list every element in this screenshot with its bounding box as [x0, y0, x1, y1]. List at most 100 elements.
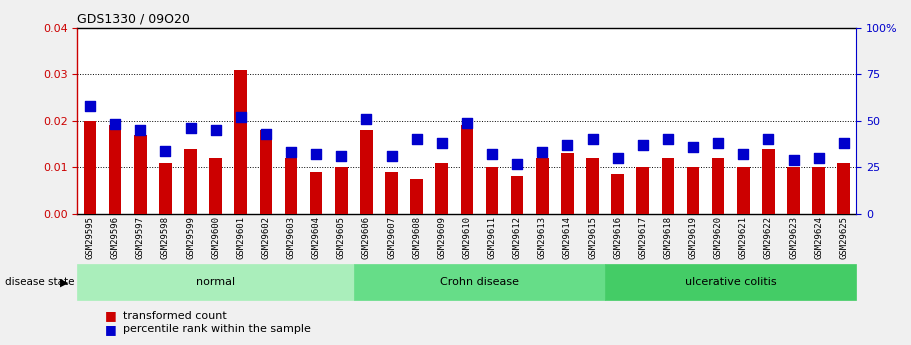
Point — [711, 140, 725, 146]
Point — [610, 155, 625, 161]
Text: GSM29624: GSM29624 — [814, 216, 824, 259]
Text: GSM29601: GSM29601 — [236, 216, 245, 259]
Text: GSM29613: GSM29613 — [537, 216, 547, 259]
Point — [107, 122, 122, 127]
Point — [233, 114, 248, 120]
Point — [409, 137, 424, 142]
Text: GSM29622: GSM29622 — [764, 216, 773, 259]
Text: GSM29616: GSM29616 — [613, 216, 622, 259]
Bar — [813, 167, 825, 214]
Text: ■: ■ — [105, 323, 117, 336]
Point — [309, 151, 323, 157]
Bar — [536, 158, 548, 214]
Text: GSM29603: GSM29603 — [286, 216, 295, 259]
Text: Crohn disease: Crohn disease — [440, 277, 519, 287]
Text: GSM29612: GSM29612 — [513, 216, 522, 259]
Point — [459, 120, 474, 125]
Point — [560, 142, 575, 148]
Bar — [511, 176, 524, 214]
Point — [786, 157, 801, 162]
Bar — [385, 172, 398, 214]
Point — [836, 140, 851, 146]
Point — [183, 126, 198, 131]
Point — [384, 154, 399, 159]
Bar — [611, 174, 624, 214]
Text: transformed count: transformed count — [123, 311, 227, 321]
Text: GSM29611: GSM29611 — [487, 216, 496, 259]
Text: normal: normal — [196, 277, 235, 287]
Point — [660, 137, 675, 142]
Text: GSM29605: GSM29605 — [337, 216, 346, 259]
Bar — [285, 158, 297, 214]
Point — [334, 154, 349, 159]
Bar — [353, 264, 605, 300]
Bar — [134, 135, 147, 214]
Point — [159, 148, 173, 153]
Bar — [587, 158, 599, 214]
Text: GSM29617: GSM29617 — [639, 216, 648, 259]
Text: GSM29597: GSM29597 — [136, 216, 145, 259]
Text: GSM29596: GSM29596 — [110, 216, 119, 259]
Text: ▶: ▶ — [60, 277, 68, 287]
Text: GSM29604: GSM29604 — [312, 216, 321, 259]
Bar — [84, 121, 97, 214]
Bar — [787, 167, 800, 214]
Point — [359, 116, 374, 122]
Text: GSM29619: GSM29619 — [689, 216, 698, 259]
Bar — [461, 125, 473, 214]
Bar — [486, 167, 498, 214]
Point — [812, 155, 826, 161]
Text: percentile rank within the sample: percentile rank within the sample — [123, 325, 311, 334]
Point — [435, 140, 449, 146]
Point — [535, 150, 549, 155]
Text: GSM29625: GSM29625 — [839, 216, 848, 259]
Text: disease state: disease state — [5, 277, 74, 287]
Text: GSM29623: GSM29623 — [789, 216, 798, 259]
Text: GSM29609: GSM29609 — [437, 216, 446, 259]
Point — [585, 137, 599, 142]
Text: ulcerative colitis: ulcerative colitis — [685, 277, 776, 287]
Bar — [310, 172, 322, 214]
Text: GSM29595: GSM29595 — [86, 216, 95, 259]
Bar — [210, 158, 222, 214]
Point — [761, 137, 775, 142]
Bar — [260, 130, 272, 214]
Bar — [837, 162, 850, 214]
Bar — [234, 69, 247, 214]
Text: GSM29610: GSM29610 — [463, 216, 471, 259]
Bar — [737, 167, 750, 214]
Text: GSM29598: GSM29598 — [161, 216, 169, 259]
Point — [209, 127, 223, 133]
Bar — [184, 149, 197, 214]
Text: GSM29621: GSM29621 — [739, 216, 748, 259]
Bar — [561, 153, 574, 214]
Text: GSM29618: GSM29618 — [663, 216, 672, 259]
Bar — [637, 167, 649, 214]
Point — [283, 150, 298, 155]
Point — [510, 161, 525, 166]
Point — [133, 127, 148, 133]
Bar — [661, 158, 674, 214]
Bar — [335, 167, 347, 214]
Text: GSM29615: GSM29615 — [588, 216, 597, 259]
Bar — [605, 264, 856, 300]
Text: GSM29608: GSM29608 — [412, 216, 421, 259]
Point — [259, 131, 273, 137]
Bar — [108, 125, 121, 214]
Point — [83, 103, 97, 109]
Point — [736, 151, 751, 157]
Point — [636, 142, 650, 148]
Bar — [410, 179, 423, 214]
Point — [485, 151, 499, 157]
Text: GSM29607: GSM29607 — [387, 216, 396, 259]
Point — [686, 144, 701, 150]
Text: GSM29606: GSM29606 — [362, 216, 371, 259]
Text: GSM29602: GSM29602 — [261, 216, 271, 259]
Bar — [360, 130, 373, 214]
Bar — [435, 162, 448, 214]
Bar — [687, 167, 700, 214]
Text: GSM29620: GSM29620 — [713, 216, 722, 259]
Bar — [77, 264, 353, 300]
Bar — [763, 149, 774, 214]
Text: GSM29599: GSM29599 — [186, 216, 195, 259]
